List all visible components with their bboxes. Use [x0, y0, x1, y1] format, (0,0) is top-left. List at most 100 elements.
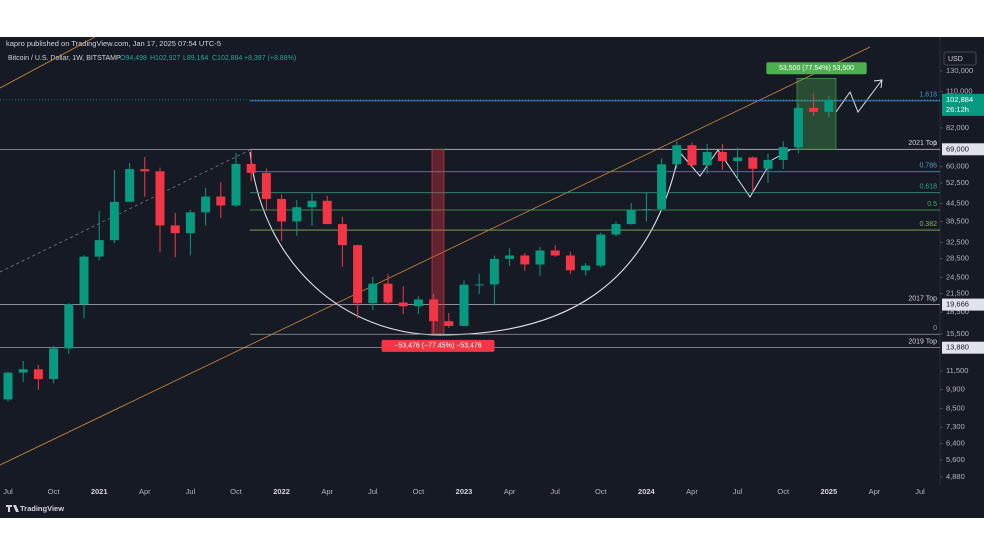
candle-body — [581, 265, 591, 271]
candle-body — [49, 348, 59, 379]
drawings — [0, 36, 883, 466]
channel-line — [0, 46, 871, 466]
candle-body — [337, 224, 347, 246]
trend-line — [0, 149, 251, 273]
y-tick-label: 21,500 — [946, 289, 969, 298]
y-tick-label: 24,500 — [946, 272, 969, 281]
candle-body — [109, 201, 119, 241]
level-name: 2017 Top — [908, 295, 937, 302]
x-tick-label: 2024 — [638, 487, 656, 496]
candle-body — [64, 304, 74, 349]
x-tick-label: Jul — [733, 487, 743, 496]
x-tick-label: Jul — [550, 487, 560, 496]
measure-label-box — [766, 62, 867, 75]
y-tick-label: 6,400 — [946, 438, 965, 447]
y-tick-label: 5,600 — [946, 455, 965, 464]
x-tick-label: Apr — [321, 487, 333, 496]
candle-body — [657, 164, 667, 210]
candle-body — [155, 171, 165, 226]
candle-body — [520, 255, 530, 265]
candle-body — [550, 250, 560, 256]
candle-body — [261, 172, 271, 199]
x-tick-label: Apr — [139, 487, 151, 496]
y-tick-label: 15,500 — [946, 329, 969, 338]
x-tick-label: 2022 — [273, 487, 290, 496]
y-tick-label: 44,500 — [946, 199, 969, 208]
candle-body — [611, 224, 621, 235]
candle-body — [277, 198, 287, 222]
candle-body — [125, 169, 135, 202]
candle-body — [505, 255, 515, 259]
candle-body — [368, 283, 378, 304]
currency[interactable]: USD — [948, 56, 963, 63]
y-tick-label: 38,500 — [946, 216, 969, 225]
ohlc-high: H102,927 — [150, 55, 180, 62]
x-tick-label: Apr — [869, 487, 881, 496]
fib-label: 0.786 — [919, 163, 937, 170]
projection-arrow — [835, 79, 883, 114]
time-axis — [0, 485, 940, 518]
level-price: 13,880 — [946, 343, 969, 352]
y-tick-label: 82,000 — [946, 123, 969, 132]
candle-body — [3, 372, 13, 400]
candle-body — [429, 299, 439, 322]
candle-body — [246, 163, 256, 173]
x-axis: Jul Oct 2021 Apr Jul Oct 2022 Apr Jul Oct 2023 Apr J… — [3, 487, 925, 496]
y-tick-label: 28,500 — [946, 254, 969, 263]
x-tick-label: Jul — [915, 487, 925, 496]
level-name: 2021 Top — [908, 140, 937, 147]
measure-label: 53,500 (77.54%) 53,500 — [779, 65, 854, 72]
candle-body — [140, 169, 150, 172]
x-tick-label: Apr — [504, 487, 516, 496]
candle-body — [94, 240, 104, 257]
level-price-box — [942, 143, 984, 156]
candle-body — [231, 163, 241, 206]
x-tick-label: Oct — [48, 487, 61, 496]
y-tick-label: 130,000 — [946, 66, 973, 75]
candle-body — [307, 200, 317, 208]
candle-body — [383, 283, 393, 303]
x-tick-label: Jul — [3, 487, 13, 496]
y-tick-label: 60,000 — [946, 162, 969, 171]
level-price: 19,666 — [946, 300, 969, 309]
candle-body — [672, 145, 682, 165]
last-price: 102,884 — [946, 95, 973, 104]
fib-label: 1.618 — [919, 92, 937, 99]
candle-body — [596, 234, 606, 266]
candle-body — [33, 369, 43, 379]
candle-body — [185, 212, 195, 234]
candle-body — [793, 107, 803, 148]
candle-body — [702, 152, 712, 166]
ohlc-close: C102,884 — [212, 55, 242, 62]
candle-body — [79, 256, 89, 305]
candle-body — [444, 321, 454, 326]
plot: 1.618 1 0.786 0.618 0.5 0.382 0 2021 Top 2017 To… — [0, 62, 940, 402]
candle-body — [216, 196, 226, 206]
currency-box[interactable] — [943, 51, 977, 66]
candle-body — [778, 147, 788, 160]
candle-body — [170, 225, 180, 234]
measure-box — [431, 148, 445, 335]
x-tick-label: 2025 — [820, 487, 837, 496]
candle-body — [398, 302, 408, 307]
y-tick-label: 32,500 — [946, 237, 969, 246]
y-tick-label: 4,880 — [946, 472, 965, 481]
level-price-box — [942, 298, 984, 311]
candle-body — [413, 299, 423, 307]
x-tick-label: Jul — [186, 487, 196, 496]
cup-arc — [249, 147, 681, 336]
y-tick-label: 18,500 — [946, 307, 969, 316]
candle-body — [474, 284, 484, 286]
x-tick-label: Oct — [413, 487, 426, 496]
symbol-title: Bitcoin / U.S. Dollar, 1W, BITSTAMP — [8, 55, 121, 62]
fib-label: 0.382 — [919, 221, 937, 228]
candle-body — [626, 209, 636, 225]
candle-body — [322, 200, 332, 225]
level-price-box — [942, 341, 984, 354]
measure-label-box — [381, 339, 495, 352]
fib-label: 1 — [933, 140, 937, 147]
last-price-box — [942, 93, 984, 116]
y-tick-label: 110,000 — [946, 87, 973, 96]
candle-body — [733, 157, 743, 162]
